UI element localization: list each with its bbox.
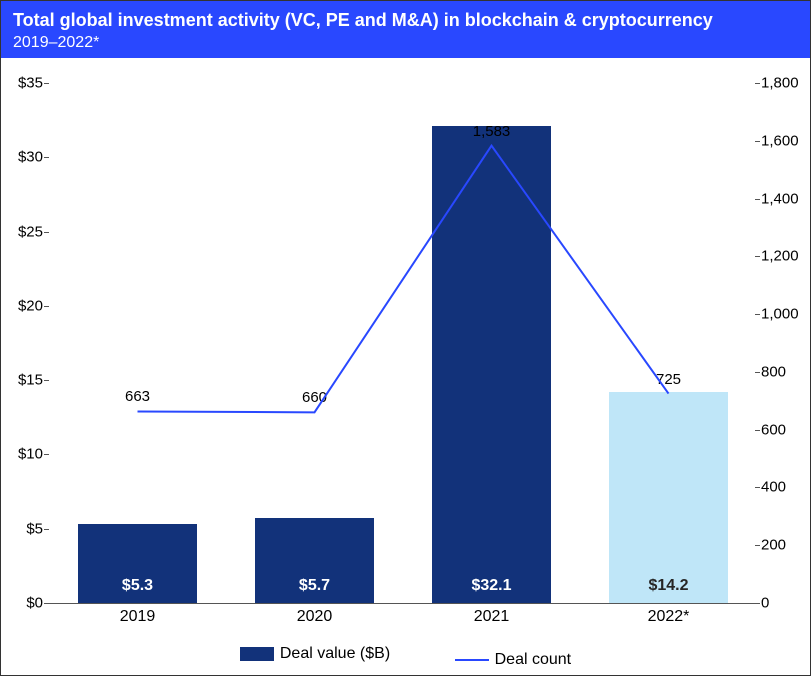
chart-header: Total global investment activity (VC, PE… (1, 1, 810, 58)
y-right-tick-mark (755, 430, 760, 431)
y-right-tick: 1,800 (761, 75, 799, 92)
x-axis-label: 2019 (120, 608, 156, 626)
y-axis-left: $0$5$10$15$20$25$30$35 (1, 63, 49, 603)
y-right-tick: 600 (761, 421, 786, 438)
y-right-tick: 1,200 (761, 248, 799, 265)
y-right-tick: 400 (761, 479, 786, 496)
chart-container: Total global investment activity (VC, PE… (0, 0, 811, 676)
y-left-tick: $30 (18, 149, 43, 166)
y-left-tick: $25 (18, 223, 43, 240)
legend: Deal value ($B) Deal count (1, 645, 810, 669)
y-right-tick-mark (755, 372, 760, 373)
bar: $14.2 (609, 392, 728, 603)
y-right-tick-mark (755, 314, 760, 315)
bar: $32.1 (432, 126, 551, 603)
y-left-tick: $15 (18, 372, 43, 389)
bar: $5.7 (255, 518, 374, 603)
y-left-tick: $0 (26, 595, 43, 612)
y-right-tick: 0 (761, 595, 769, 612)
bar-value-label: $5.3 (78, 577, 197, 595)
bar-value-label: $14.2 (609, 577, 728, 595)
legend-item-line: Deal count (455, 651, 572, 669)
y-left-tick-mark (44, 232, 49, 233)
line-value-label: 660 (302, 389, 327, 406)
chart-subtitle: 2019–2022* (13, 34, 798, 52)
line-value-label: 1,583 (473, 123, 511, 140)
y-right-tick-mark (755, 83, 760, 84)
legend-label-bar: Deal value ($B) (280, 645, 390, 663)
y-left-tick: $10 (18, 446, 43, 463)
y-right-tick-mark (755, 487, 760, 488)
y-left-tick-mark (44, 454, 49, 455)
x-axis-baseline (49, 603, 755, 604)
y-left-tick-mark (44, 603, 49, 604)
legend-swatch-line (455, 659, 489, 661)
y-right-tick-mark (755, 545, 760, 546)
y-axis-right: 02004006008001,0001,2001,4001,6001,800 (755, 63, 810, 603)
y-right-tick: 1,000 (761, 306, 799, 323)
legend-label-line: Deal count (495, 651, 572, 669)
y-right-tick-mark (755, 199, 760, 200)
bars-region: $5.3 $5.7 $32.1 $14.2 663 660 1,583 725 (49, 63, 755, 603)
plot-area: $0 $5 $10 $15 $20 $25 $30 $35 0 200 400 600 800 1,00… (1, 63, 810, 675)
x-axis-label: 2021 (474, 608, 510, 626)
y-right-tick-mark (755, 256, 760, 257)
legend-swatch-bar (240, 647, 274, 661)
y-right-tick: 200 (761, 537, 786, 554)
y-left-tick: $5 (26, 520, 43, 537)
bar-value-label: $5.7 (255, 577, 374, 595)
line-value-label: 725 (656, 371, 681, 388)
y-right-tick-mark (755, 603, 760, 604)
y-right-tick: 1,600 (761, 132, 799, 149)
y-left-tick: $20 (18, 297, 43, 314)
chart-title: Total global investment activity (VC, PE… (13, 9, 798, 32)
bar: $5.3 (78, 524, 197, 603)
y-left-tick: $35 (18, 75, 43, 92)
x-axis-labels: 2019 2020 2021 2022* (49, 608, 755, 632)
y-left-tick-mark (44, 380, 49, 381)
x-axis-label: 2020 (297, 608, 333, 626)
y-left-tick-mark (44, 529, 49, 530)
y-left-tick-mark (44, 83, 49, 84)
y-right-tick: 1,400 (761, 190, 799, 207)
y-right-tick: 800 (761, 363, 786, 380)
legend-item-bar: Deal value ($B) (240, 645, 390, 663)
y-right-tick-mark (755, 141, 760, 142)
bar-value-label: $32.1 (432, 577, 551, 595)
y-left-tick-mark (44, 157, 49, 158)
y-left-tick-mark (44, 306, 49, 307)
line-value-label: 663 (125, 388, 150, 405)
x-axis-label: 2022* (648, 608, 690, 626)
